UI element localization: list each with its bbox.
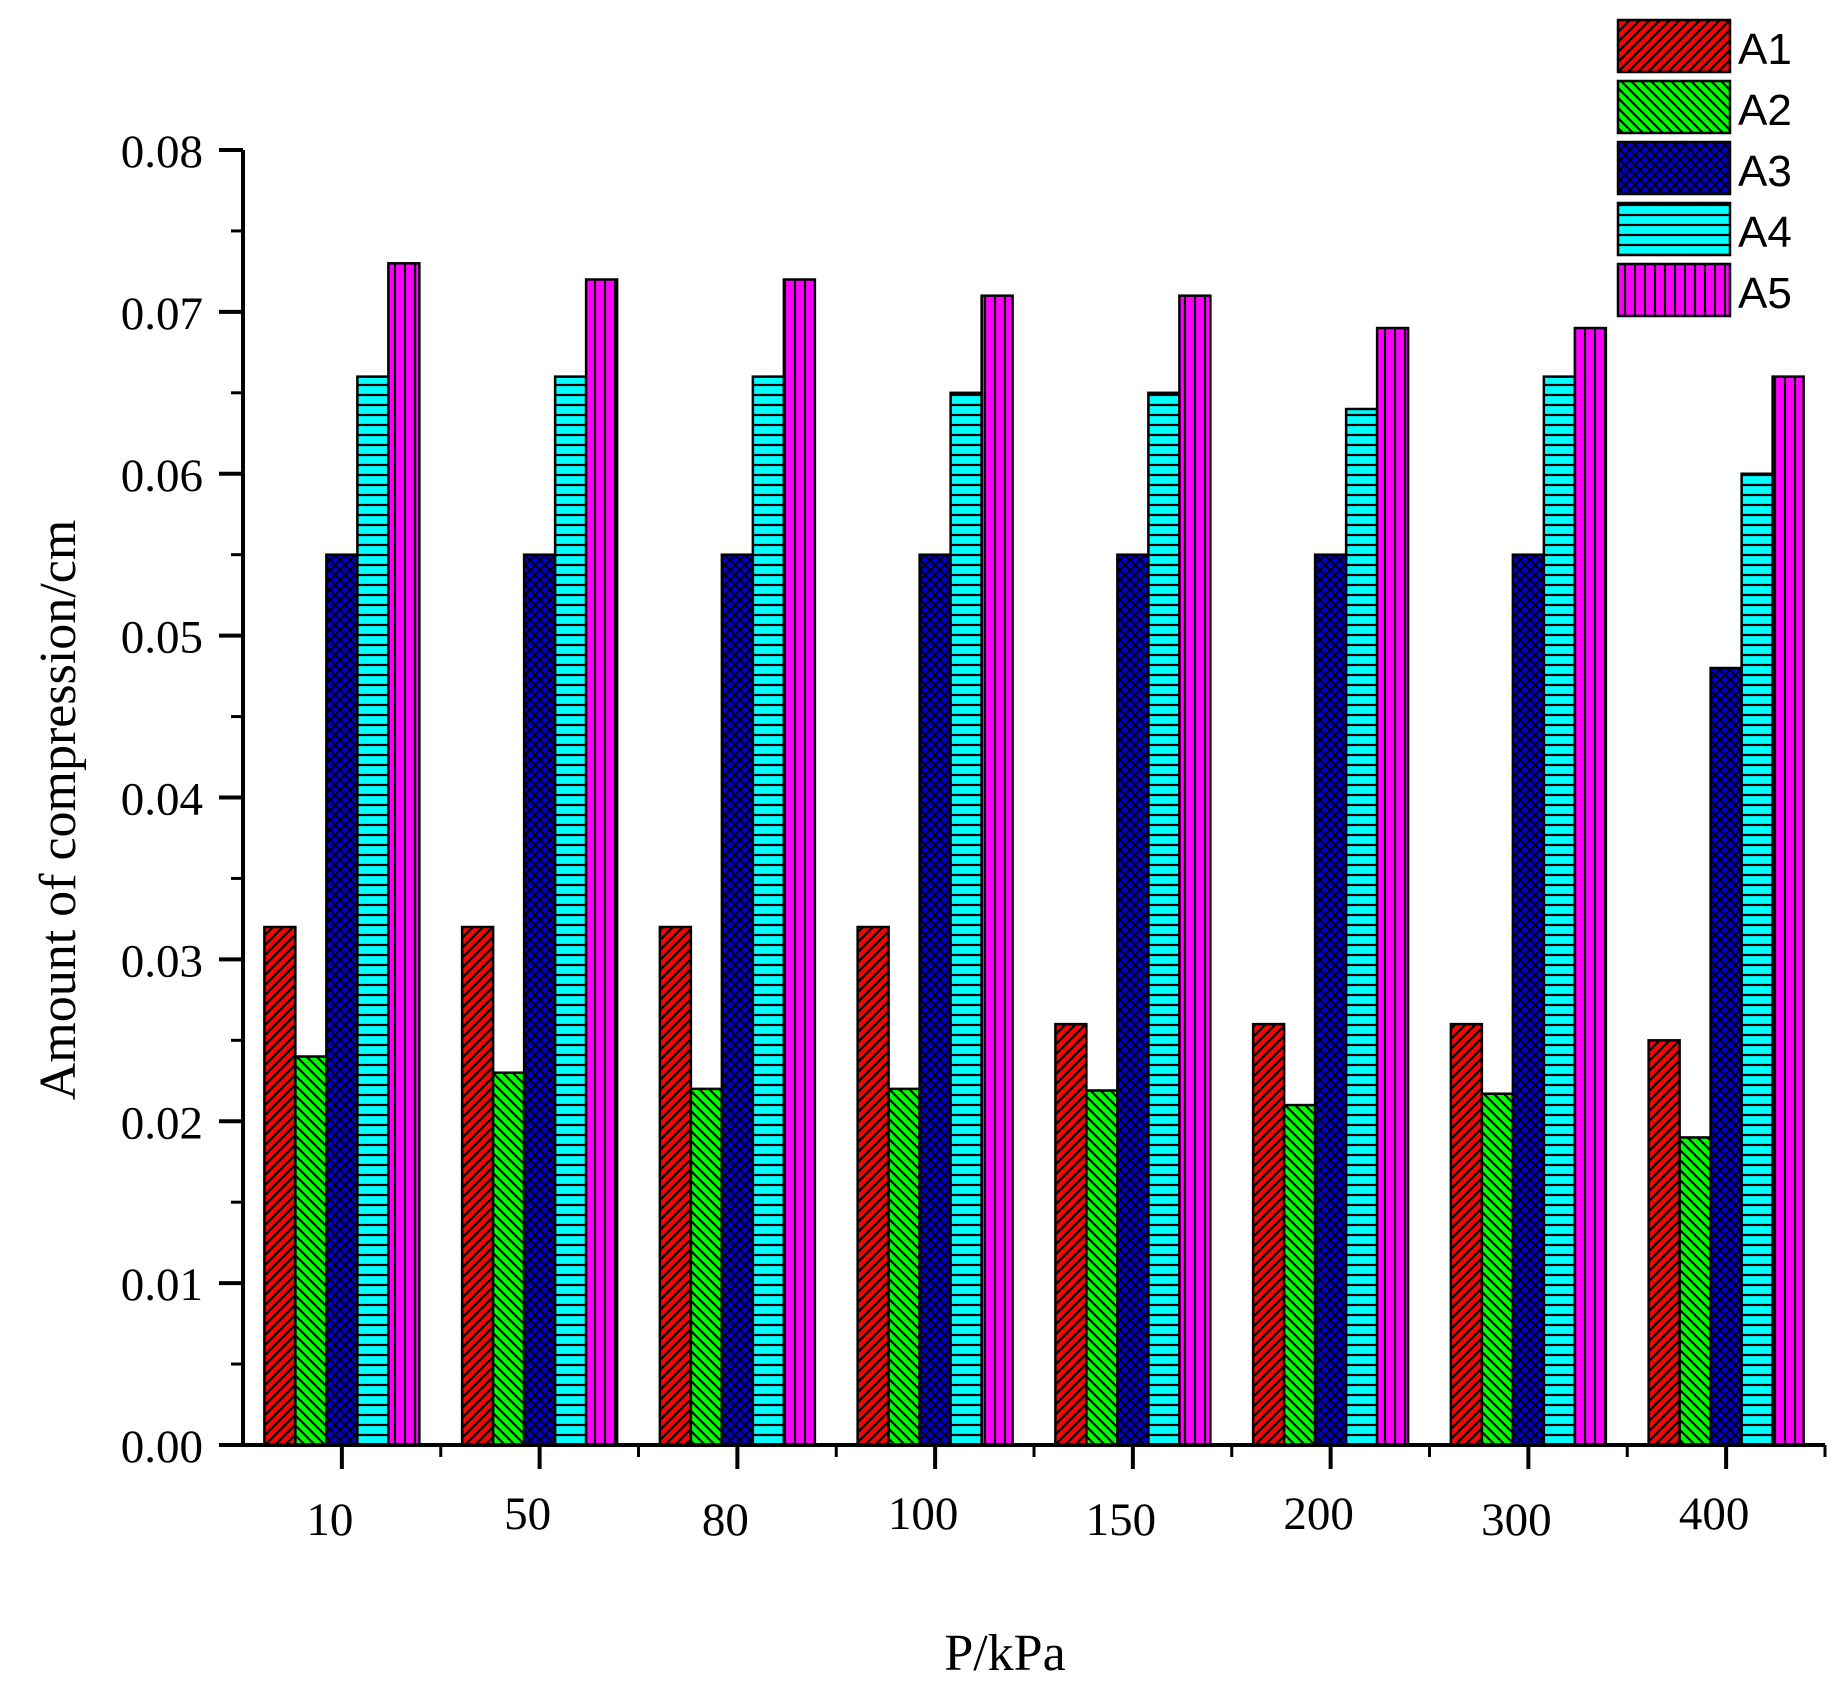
bar-A4-150 [1147,391,1181,1447]
y-tick-label: 0.06 [121,450,203,502]
bar-A5-50 [584,278,619,1447]
bar-A2-200 [1282,1103,1317,1447]
bar-A3-150 [1116,553,1150,1447]
bar-A3-300 [1511,553,1546,1447]
x-tick-label: 10 [306,1494,353,1546]
y-tick-label: 0.05 [121,612,203,664]
bar-A5-10 [387,262,421,1447]
legend-swatch-A3 [1616,140,1732,196]
bar-A2-150 [1085,1089,1119,1447]
legend-swatch-A1 [1616,18,1732,74]
bar-A4-50 [553,375,588,1447]
bar-A4-200 [1344,407,1379,1447]
bar-A4-400 [1740,472,1774,1447]
legend-label-A4: A4 [1738,208,1792,257]
bar-A3-10 [325,553,359,1447]
bar-A5-400 [1771,375,1805,1447]
legend-label-A2: A2 [1738,86,1792,135]
bar-A5-200 [1375,326,1410,1447]
bar-A3-50 [522,553,557,1447]
bars-group [263,262,1805,1447]
bar-A4-100 [949,391,983,1447]
y-tick-labels: 0.00 0.01 0.02 0.03 0.04 0.05 0.06 0.07 0.08 [121,126,203,1473]
x-tick-label: 400 [1679,1488,1750,1540]
x-tick-label: 200 [1283,1488,1354,1540]
bar-A1-50 [460,925,495,1447]
y-tick-label: 0.03 [121,935,203,987]
bar-A3-100 [918,553,952,1447]
bar-A1-10 [263,925,297,1447]
bar-A2-50 [491,1071,526,1447]
bar-A2-80 [689,1087,724,1447]
bar-A1-80 [658,925,693,1447]
legend: A1 A2 A3 A4 A5 [1616,18,1828,327]
x-tick-labels: 10 50 80 100 150 200 300 400 [306,1488,1749,1546]
y-tick-label: 0.04 [121,774,203,826]
legend-label-A5: A5 [1738,269,1792,318]
x-tick-label: 80 [702,1494,749,1546]
bar-A4-10 [356,375,390,1447]
y-axis-label: Amount of compression/cm [30,520,87,1101]
x-axis-label: P/kPa [944,1625,1065,1682]
axes-group [219,148,1827,1469]
bar-A1-300 [1449,1022,1484,1447]
bar-A5-80 [782,278,817,1447]
y-tick-label: 0.07 [121,288,203,340]
legend-label-A3: A3 [1738,147,1792,196]
bar-A5-150 [1178,294,1212,1447]
legend-label-A1: A1 [1738,25,1792,74]
bar-A3-200 [1313,553,1348,1447]
legend-swatch-A2 [1616,79,1732,135]
y-tick-label: 0.00 [121,1421,203,1473]
bar-A3-80 [720,553,755,1447]
bar-A4-80 [751,375,786,1447]
x-tick-label: 50 [504,1488,551,1540]
x-tick-label: 300 [1481,1494,1552,1546]
y-tick-label: 0.01 [121,1259,203,1311]
bar-A1-100 [856,925,890,1447]
bar-A2-300 [1480,1092,1515,1447]
bar-A4-300 [1542,375,1577,1447]
bar-A5-100 [980,294,1014,1447]
y-tick-label: 0.08 [121,126,203,178]
legend-swatch-A5 [1616,262,1732,318]
bar-A2-400 [1678,1136,1712,1447]
bar-A2-10 [294,1055,328,1447]
legend-swatch-A4 [1616,201,1732,257]
bar-A1-400 [1647,1039,1681,1447]
bar-A1-200 [1251,1022,1286,1447]
x-tick-label: 150 [1086,1494,1157,1546]
x-tick-label: 100 [888,1488,959,1540]
bar-A5-300 [1573,326,1608,1447]
bar-A3-400 [1709,666,1743,1447]
bar-A1-150 [1054,1022,1088,1447]
y-tick-label: 0.02 [121,1097,203,1149]
bar-A2-100 [887,1087,921,1447]
